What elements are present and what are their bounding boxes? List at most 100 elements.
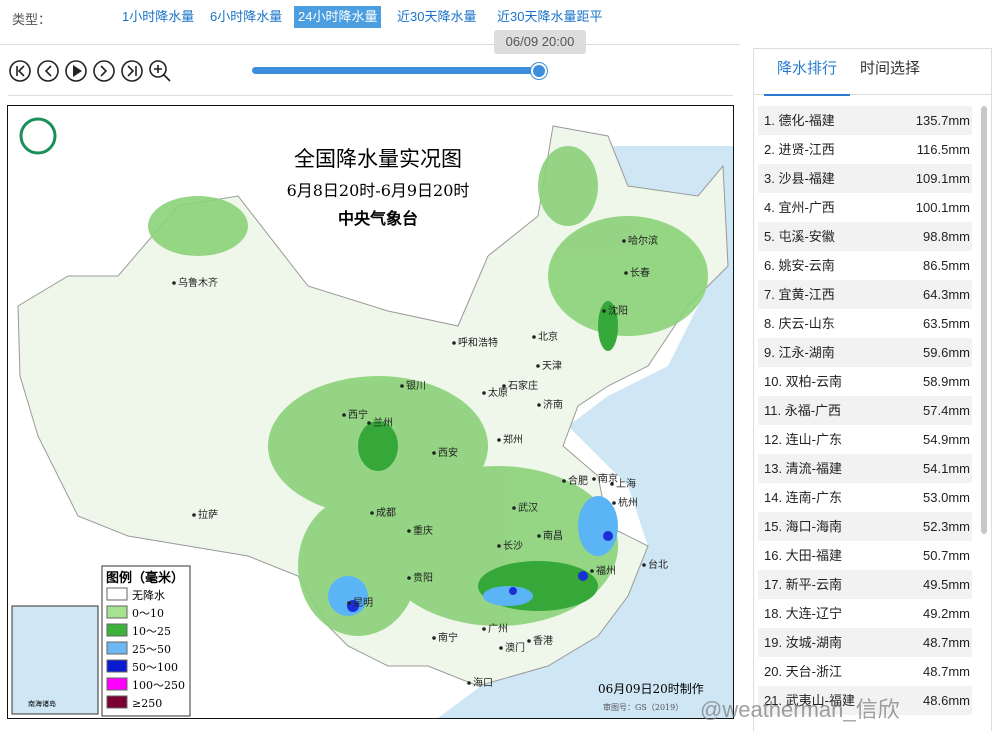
city-dot: [497, 438, 501, 442]
city-label: 拉萨: [198, 508, 218, 521]
station-amount: 59.6mm: [923, 345, 970, 360]
type-tab[interactable]: 6小时降水量: [210, 9, 283, 24]
legend-swatch: [106, 587, 128, 601]
city-label: 杭州: [618, 496, 638, 509]
inset-map: [11, 605, 99, 715]
scrollbar[interactable]: [981, 106, 987, 534]
station-name: 13. 清流-福建: [764, 461, 843, 476]
station-amount: 64.3mm: [923, 287, 970, 302]
legend-label: ≥250: [132, 697, 162, 710]
ranking-row[interactable]: 10. 双柏-云南 58.9mm: [758, 367, 972, 396]
legend-swatch: [106, 659, 128, 673]
legend-swatch: [106, 623, 128, 637]
legend-title: 图例（毫米）: [106, 570, 184, 586]
city-label: 哈尔滨: [628, 234, 658, 247]
city-dot: [527, 639, 531, 643]
city-label: 香港: [533, 635, 553, 647]
legend-swatch: [106, 641, 128, 655]
city-dot: [592, 477, 596, 481]
city-dot: [432, 636, 436, 640]
city-dot: [407, 529, 411, 533]
ranking-row[interactable]: 20. 天台-浙江 48.7mm: [758, 657, 972, 686]
legend-label: 10～25: [132, 625, 171, 638]
type-tab[interactable]: 近30天降水量距平: [497, 9, 603, 24]
slider-handle[interactable]: [531, 63, 547, 79]
ranking-row[interactable]: 9. 江永-湖南 59.6mm: [758, 338, 972, 367]
station-name: 3. 沙县-福建: [764, 171, 835, 186]
ranking-row[interactable]: 13. 清流-福建 54.1mm: [758, 454, 972, 483]
station-name: 20. 天台-浙江: [764, 664, 843, 679]
city-dot: [432, 451, 436, 455]
type-tab[interactable]: 近30天降水量: [397, 9, 477, 24]
player-controls[interactable]: [6, 57, 176, 85]
city-dot: [452, 341, 456, 345]
type-tab[interactable]: 1小时降水量: [122, 9, 195, 24]
ranking-row[interactable]: 7. 宜黄-江西 64.3mm: [758, 280, 972, 309]
ranking-row[interactable]: 16. 大田-福建 50.7mm: [758, 541, 972, 570]
tab-time[interactable]: 时间选择: [860, 60, 921, 77]
logo: [19, 117, 57, 155]
legend-label: 无降水: [132, 588, 165, 602]
city-label: 太原: [488, 386, 508, 399]
city-label: 天津: [542, 360, 562, 372]
legend-label: 100～250: [132, 679, 185, 692]
ranking-row[interactable]: 18. 大连-辽宁 49.2mm: [758, 599, 972, 628]
city-dot: [482, 391, 486, 395]
station-amount: 54.9mm: [923, 432, 970, 447]
city-dot: [537, 403, 541, 407]
city-label: 沈阳: [608, 304, 628, 317]
legend-swatch: [106, 695, 128, 709]
station-name: 10. 双柏-云南: [764, 374, 843, 389]
map-issuer: 中央气象台: [338, 209, 418, 228]
legend-label: 50～100: [132, 661, 178, 674]
station-amount: 49.2mm: [923, 606, 970, 621]
city-label: 广州: [488, 623, 508, 635]
ranking-row[interactable]: 11. 永福-广西 57.4mm: [758, 396, 972, 425]
city-dot: [172, 281, 176, 285]
city-dot: [499, 646, 503, 650]
city-dot: [407, 576, 411, 580]
city-dot: [370, 511, 374, 515]
map-period: 6月8日20时-6月9日20时: [287, 181, 470, 200]
ranking-row[interactable]: 14. 连南-广东 53.0mm: [758, 483, 972, 512]
station-name: 9. 江永-湖南: [764, 345, 835, 360]
station-amount: 50.7mm: [923, 548, 970, 563]
station-amount: 86.5mm: [923, 258, 970, 273]
city-dot: [612, 501, 616, 505]
city-label: 乌鲁木齐: [178, 276, 218, 289]
ranking-row[interactable]: 5. 屯溪-安徽 98.8mm: [758, 222, 972, 251]
station-name: 21. 武夷山-福建: [764, 693, 856, 708]
station-amount: 98.8mm: [923, 229, 970, 244]
ranking-row[interactable]: 12. 连山-广东 54.9mm: [758, 425, 972, 454]
sea: [438, 146, 733, 718]
city-dot: [602, 309, 606, 313]
city-dot: [532, 335, 536, 339]
ranking-row[interactable]: 6. 姚安-云南 86.5mm: [758, 251, 972, 280]
city-dot: [624, 271, 628, 275]
ranking-row[interactable]: 19. 汝城-湖南 48.7mm: [758, 628, 972, 657]
type-tab[interactable]: 24小时降水量: [294, 6, 382, 28]
city-dot: [536, 364, 540, 368]
city-dot: [192, 513, 196, 517]
city-dot: [367, 421, 371, 425]
station-name: 8. 庆云-山东: [764, 316, 835, 331]
time-slider[interactable]: [252, 67, 540, 74]
ranking-row[interactable]: 8. 庆云-山东 63.5mm: [758, 309, 972, 338]
ranking-row[interactable]: 2. 进贤-江西 116.5mm: [758, 135, 972, 164]
city-label: 上海: [616, 477, 636, 490]
ranking-row[interactable]: 4. 宜州-广西 100.1mm: [758, 193, 972, 222]
ranking-row[interactable]: 21. 武夷山-福建 48.6mm: [758, 686, 972, 715]
city-dot: [562, 479, 566, 483]
ranking-row[interactable]: 17. 新平-云南 49.5mm: [758, 570, 972, 599]
station-amount: 63.5mm: [923, 316, 970, 331]
ranking-row[interactable]: 1. 德化-福建 135.7mm: [758, 106, 972, 135]
station-amount: 48.7mm: [923, 635, 970, 650]
ranking-row[interactable]: 15. 海口-海南 52.3mm: [758, 512, 972, 541]
city-label: 成都: [376, 507, 396, 519]
tab-ranking[interactable]: 降水排行: [764, 58, 850, 96]
city-dot: [400, 384, 404, 388]
ranking-row[interactable]: 3. 沙县-福建 109.1mm: [758, 164, 972, 193]
station-name: 7. 宜黄-江西: [764, 287, 835, 302]
city-dot: [482, 627, 486, 631]
